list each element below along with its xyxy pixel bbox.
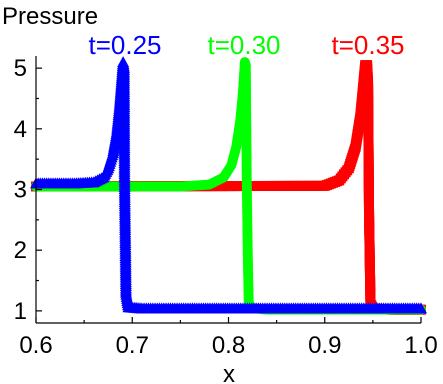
series-0 <box>30 56 427 314</box>
y-tick-label-1: 2 <box>14 237 27 264</box>
x-tick-label-1: 0.7 <box>116 332 149 359</box>
series-line-0 <box>36 61 421 310</box>
plot-area <box>30 56 427 315</box>
y-tick-label-2: 3 <box>14 177 27 204</box>
y-tick-label-4: 5 <box>14 55 27 82</box>
y-tick-label-0: 1 <box>14 298 27 325</box>
x-tick-label-0: 0.6 <box>19 332 52 359</box>
legend-entry-t025: t=0.25 <box>88 30 161 60</box>
y-axis-ticks: 1 2 3 4 5 <box>14 55 42 325</box>
x-tick-label-4: 1.0 <box>404 332 437 359</box>
x-axis-ticks: 0.6 0.7 0.8 0.9 1.0 <box>19 317 438 359</box>
legend-entry-t035: t=0.35 <box>331 30 404 60</box>
legend: t=0.25 t=0.30 t=0.35 <box>88 30 404 60</box>
x-axis-label: x <box>223 361 235 384</box>
legend-entry-t030: t=0.30 <box>207 30 280 60</box>
chart-title: Pressure <box>2 3 98 30</box>
x-tick-label-3: 0.9 <box>308 332 341 359</box>
y-tick-label-3: 4 <box>14 116 27 143</box>
x-tick-label-2: 0.8 <box>212 332 245 359</box>
